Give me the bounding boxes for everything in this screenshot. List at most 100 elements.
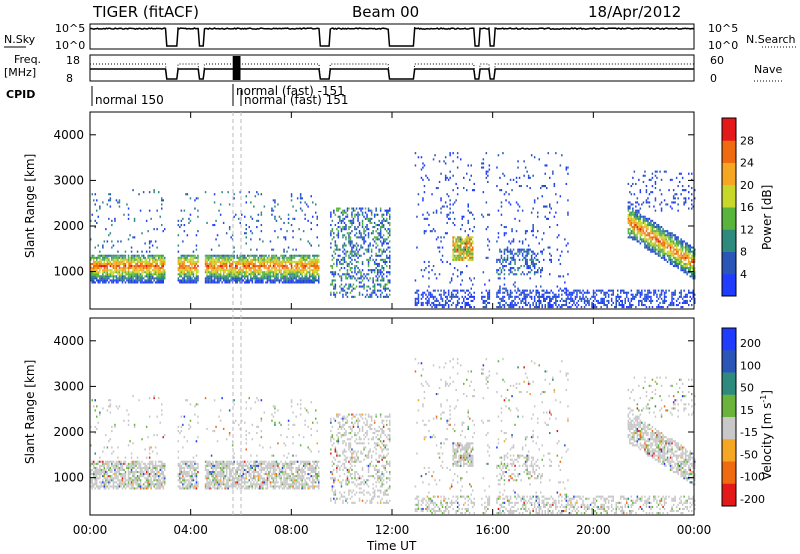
- power-cell: [358, 285, 361, 288]
- power-cell: [499, 250, 501, 253]
- power-cell: [139, 262, 142, 265]
- power-cell: [361, 293, 364, 296]
- power-cell: [227, 258, 229, 261]
- power-cell: [245, 273, 247, 276]
- power-cell: [318, 265, 320, 268]
- power-cell: [452, 254, 454, 257]
- power-cell: [239, 256, 241, 259]
- power-cell: [595, 299, 598, 302]
- power-cell: [308, 262, 311, 265]
- power-cell: [511, 189, 513, 192]
- power-cell: [206, 279, 208, 282]
- power-cell: [358, 291, 361, 294]
- power-cell: [517, 160, 519, 163]
- power-cell: [574, 297, 577, 300]
- power-cell: [147, 260, 149, 263]
- power-cell: [360, 285, 362, 288]
- power-cell: [366, 248, 368, 251]
- power-cell: [663, 242, 666, 245]
- power-cell: [633, 226, 636, 229]
- power-cell: [651, 246, 654, 249]
- power-cell: [281, 275, 284, 278]
- power-cell: [555, 193, 557, 196]
- power-cell: [333, 285, 335, 288]
- power-cell: [363, 215, 365, 218]
- velocity-cell: [91, 485, 93, 488]
- power-cell: [263, 262, 266, 265]
- power-cell: [689, 295, 691, 298]
- power-cell: [248, 281, 250, 284]
- power-cell: [538, 295, 540, 298]
- power-cell: [129, 277, 131, 280]
- power-cell: [674, 201, 676, 204]
- power-cell: [262, 240, 264, 243]
- power-cell: [162, 260, 164, 263]
- power-cell: [630, 226, 633, 229]
- power-cell: [691, 260, 693, 263]
- power-cell: [677, 304, 679, 307]
- velocity-cell: [108, 464, 110, 467]
- power-cell: [345, 244, 347, 247]
- power-cell: [219, 267, 222, 270]
- power-cell: [518, 185, 521, 188]
- power-cell: [473, 277, 475, 280]
- power-cell: [384, 262, 386, 265]
- power-cell: [389, 260, 391, 263]
- power-cell: [441, 304, 444, 307]
- power-cell: [132, 256, 134, 259]
- power-cell: [552, 295, 554, 298]
- power-cell: [206, 221, 208, 224]
- power-cell: [126, 279, 128, 282]
- power-cell: [677, 244, 679, 247]
- power-cell: [382, 269, 385, 272]
- velocity-cell: [93, 475, 95, 478]
- velocity-cell: [106, 477, 109, 480]
- power-cell: [458, 256, 460, 259]
- power-cell: [197, 260, 199, 263]
- power-cell: [533, 273, 536, 276]
- power-cell: [620, 289, 622, 292]
- velocity-cell: [115, 473, 118, 476]
- power-cell: [547, 306, 549, 309]
- power-cell: [636, 211, 639, 214]
- power-cell: [389, 289, 391, 292]
- power-cell: [532, 262, 534, 265]
- power-cell: [460, 244, 462, 247]
- power-cell: [461, 256, 463, 259]
- power-cell: [127, 262, 130, 265]
- power-cell: [340, 262, 343, 265]
- power-cell: [253, 262, 255, 265]
- power-cell: [452, 174, 454, 177]
- power-cell: [669, 262, 672, 265]
- power-cell: [361, 262, 364, 265]
- power-cell: [141, 260, 143, 263]
- power-cell: [686, 244, 688, 247]
- power-cell: [691, 199, 693, 202]
- power-cell: [100, 258, 103, 261]
- power-cell: [361, 226, 364, 229]
- power-cell: [546, 297, 548, 300]
- power-cell: [659, 301, 661, 304]
- power-cell: [469, 250, 471, 253]
- power-cell: [136, 273, 139, 276]
- power-cell: [444, 156, 447, 159]
- velocity-cell: [96, 483, 98, 486]
- power-cell: [117, 273, 119, 276]
- power-cell: [197, 271, 199, 274]
- power-cell: [189, 256, 192, 259]
- power-cell: [145, 271, 148, 274]
- power-cell: [450, 297, 453, 300]
- velocity-cell: [91, 468, 93, 471]
- velocity-cell: [106, 481, 109, 484]
- power-cell: [360, 207, 362, 210]
- power-cell: [559, 254, 562, 257]
- power-cell: [681, 246, 684, 249]
- power-cell: [549, 273, 551, 276]
- power-cell: [117, 240, 119, 243]
- power-cell: [677, 250, 679, 253]
- power-cell: [195, 271, 198, 274]
- power-cell: [529, 176, 531, 179]
- power-cell: [668, 232, 670, 235]
- power-cell: [606, 299, 608, 302]
